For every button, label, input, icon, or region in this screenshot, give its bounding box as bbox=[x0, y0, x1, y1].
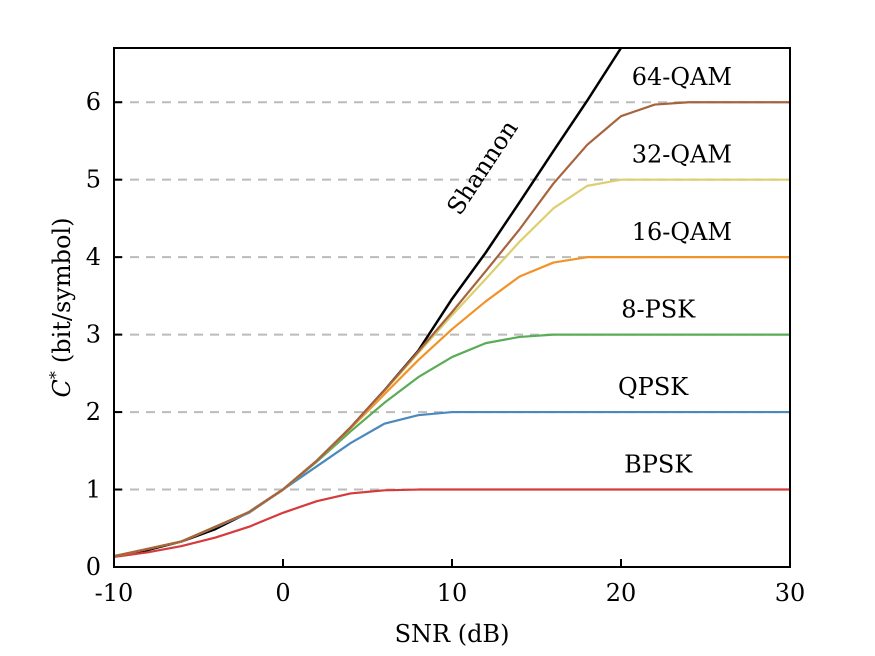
series-lines bbox=[113, 47, 790, 559]
series-label-32-qam: 32-QAM bbox=[632, 141, 732, 169]
x-tick-label: -10 bbox=[95, 579, 134, 607]
series-label-16-qam: 16-QAM bbox=[632, 218, 732, 246]
y-axis-symbol: C bbox=[48, 379, 76, 397]
series-line-qpsk bbox=[113, 410, 790, 558]
y-axis-label: C* (bit/symbol) bbox=[46, 218, 76, 398]
series-label-8-psk: 8-PSK bbox=[621, 296, 696, 324]
x-tick-label: 10 bbox=[437, 579, 468, 607]
y-axis-superscript: * bbox=[46, 371, 65, 379]
series-label-shannon: Shannon bbox=[441, 115, 523, 220]
y-tick-label: 0 bbox=[86, 553, 101, 581]
x-tick-label: 20 bbox=[606, 579, 637, 607]
y-tick-label: 2 bbox=[86, 398, 101, 426]
series-label-64-qam: 64-QAM bbox=[632, 63, 732, 91]
series-label-bpsk: BPSK bbox=[624, 450, 693, 478]
series-line-64-qam bbox=[113, 101, 790, 558]
series-line-shannon bbox=[113, 47, 623, 558]
x-axis-label: SNR (dB) bbox=[395, 620, 510, 648]
y-tick-label: 5 bbox=[86, 166, 101, 194]
series-line-8-psk bbox=[113, 333, 790, 558]
series-line-bpsk bbox=[113, 488, 790, 559]
y-tick-label: 6 bbox=[86, 88, 101, 116]
y-tick-label: 4 bbox=[86, 243, 101, 271]
series-label-qpsk: QPSK bbox=[618, 373, 689, 401]
x-tick-label: 30 bbox=[775, 579, 806, 607]
y-tick-label: 1 bbox=[86, 476, 101, 504]
y-axis-unit: (bit/symbol) bbox=[48, 218, 76, 364]
y-tick-label: 3 bbox=[86, 321, 101, 349]
x-tick-label: 0 bbox=[275, 579, 290, 607]
